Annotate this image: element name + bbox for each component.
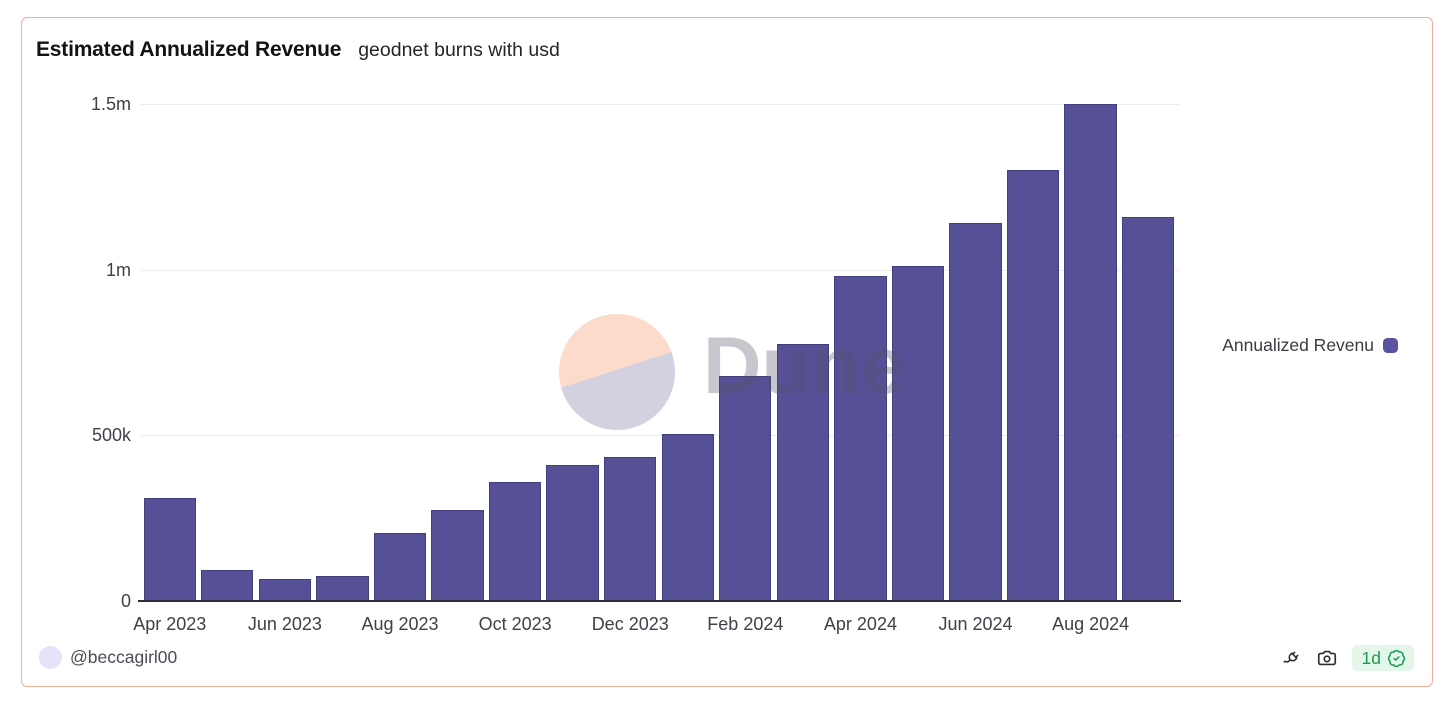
avatar	[39, 646, 62, 669]
y-tick-label: 1m	[105, 259, 131, 280]
refresh-age-badge[interactable]: 1d	[1351, 645, 1414, 671]
bar[interactable]	[201, 569, 254, 601]
gridline	[141, 435, 1180, 437]
bars-layer	[141, 104, 1177, 601]
x-tick-label: Apr 2024	[823, 614, 897, 634]
x-tick-label: Apr 2023	[133, 614, 207, 634]
bar[interactable]	[776, 344, 830, 601]
bar[interactable]	[488, 481, 542, 601]
x-axis: Apr 2023 Jun 2023 Aug 2023 Oct 2023 Dec 2023…	[133, 614, 1177, 640]
dune-logo-watermark	[559, 314, 675, 430]
bar[interactable]	[546, 465, 599, 601]
gridline	[141, 104, 1180, 105]
chart-card: Estimated Annualized Revenue geodnet bur…	[21, 17, 1433, 687]
x-tick-label: Aug 2024	[1052, 614, 1130, 634]
bar[interactable]	[316, 576, 369, 601]
x-tick-label: Oct 2023	[478, 614, 552, 634]
bar[interactable]	[431, 509, 484, 601]
y-axis: 1.5m 1m 500k 0	[22, 94, 131, 611]
bar[interactable]	[604, 456, 657, 601]
y-tick-label: 500k	[91, 425, 131, 446]
x-tick-label: Dec 2023	[591, 614, 669, 634]
bar[interactable]	[949, 223, 1002, 601]
x-axis-line	[138, 600, 1181, 602]
bar[interactable]	[834, 276, 887, 601]
gridline	[141, 269, 1180, 271]
bar[interactable]	[143, 498, 196, 601]
camera-icon[interactable]	[1316, 647, 1338, 669]
x-tick-label: Jun 2024	[938, 614, 1013, 634]
legend-marker	[1383, 338, 1398, 353]
y-tick-label: 1.5m	[90, 94, 131, 114]
author-handle[interactable]: @beccagirl00	[70, 647, 178, 667]
bar[interactable]	[1006, 170, 1060, 601]
footer-actions: 1d	[1281, 644, 1414, 672]
author-row: @beccagirl00	[39, 646, 177, 669]
x-tick-label: Aug 2023	[361, 614, 439, 634]
chart-title: Estimated Annualized Revenue	[36, 38, 342, 61]
refresh-age-text: 1d	[1361, 648, 1381, 668]
bar[interactable]	[891, 266, 945, 601]
bar[interactable]	[1122, 216, 1175, 601]
bar[interactable]	[373, 533, 427, 601]
bar[interactable]	[258, 579, 312, 601]
bar[interactable]	[661, 433, 714, 601]
fork-plug-icon[interactable]	[1281, 648, 1302, 669]
chart-header: Estimated Annualized Revenue geodnet bur…	[36, 38, 560, 62]
x-tick-label: Jun 2023	[247, 614, 322, 634]
plot-area: Dune	[138, 104, 1181, 602]
seal-check-icon	[1387, 649, 1406, 668]
bar[interactable]	[1064, 104, 1117, 601]
chart-subtitle: geodnet burns with usd	[358, 39, 560, 61]
legend[interactable]: Annualized Revenu	[1222, 335, 1398, 356]
legend-label: Annualized Revenu	[1222, 335, 1374, 355]
x-tick-label: Feb 2024	[707, 614, 784, 634]
y-tick-label: 0	[120, 591, 131, 611]
bar[interactable]	[719, 375, 772, 601]
